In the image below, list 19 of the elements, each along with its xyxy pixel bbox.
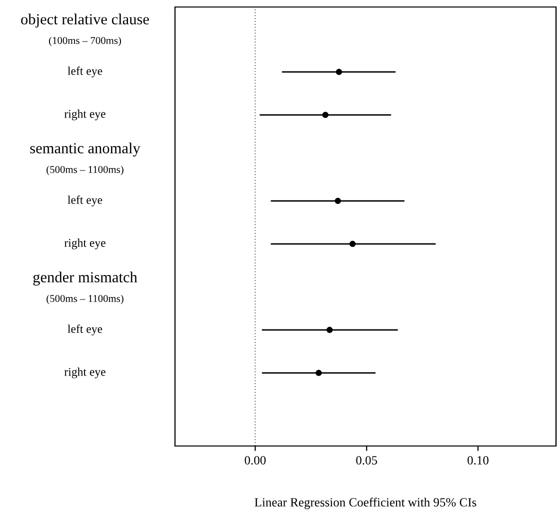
y-tick-label: right eye	[64, 110, 106, 120]
x-tick-label: 0.00	[244, 456, 266, 465]
x-axis-title: Linear Regression Coefficient with 95% CIs	[254, 498, 476, 510]
x-tick-label: 0.10	[468, 456, 488, 465]
point	[349, 240, 356, 248]
y-tick-label: semantic anomaly (500ms – 1100ms)	[30, 142, 140, 176]
y-tick-label: right eye	[64, 368, 106, 378]
point	[316, 370, 322, 376]
y-tick-label: object relative clause (100ms – 700ms)	[21, 14, 149, 46]
point	[326, 326, 333, 334]
y-tick-label: gender mismatch (500ms – 1100ms)	[33, 272, 138, 304]
point	[334, 198, 341, 204]
y-tick-label: left eye	[68, 195, 102, 206]
y-tick-label: right eye	[64, 238, 106, 250]
x-tick-label: 0.05	[356, 456, 378, 465]
point	[336, 68, 342, 76]
y-tick-label: left eye	[68, 324, 102, 336]
y-tick-label: left eye	[68, 66, 102, 78]
point	[322, 112, 329, 118]
